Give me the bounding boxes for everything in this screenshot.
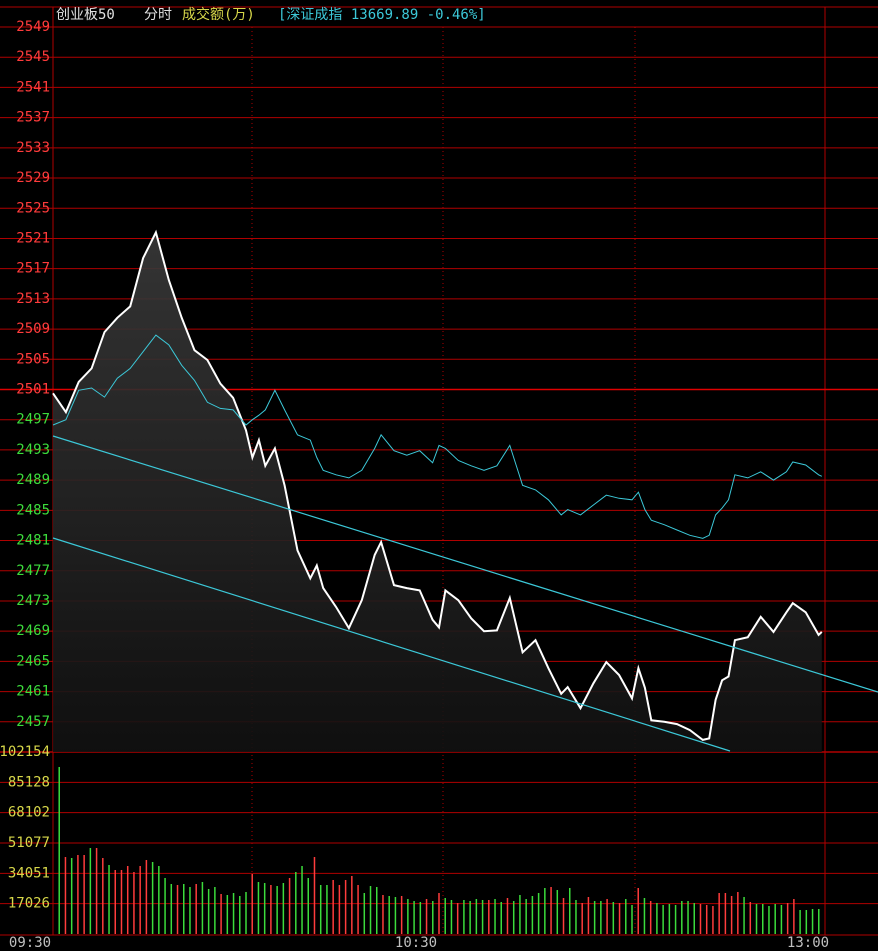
y-tick-label: 2509: [16, 321, 50, 337]
y-tick-label: 51077: [8, 835, 50, 851]
y-tick-label: 2493: [16, 442, 50, 458]
y-tick-label: 2469: [16, 623, 50, 639]
y-tick-label: 2505: [16, 351, 50, 367]
y-tick-label: 68102: [8, 805, 50, 821]
y-tick-label: 2521: [16, 230, 50, 246]
index-info: [深证成指 13669.89 -0.46%]: [278, 7, 486, 23]
y-tick-label: 85128: [8, 774, 50, 790]
y-tick-label: 2545: [16, 49, 50, 65]
y-tick-label: 2473: [16, 593, 50, 609]
indicator: 成交额(万): [182, 6, 255, 23]
y-tick-label: 2517: [16, 261, 50, 277]
y-tick-label: 17026: [8, 896, 50, 912]
y-tick-label: 2465: [16, 653, 50, 669]
x-tick-label: 09:30: [9, 935, 51, 951]
trend-line: [52, 435, 878, 693]
y-tick-label: 2461: [16, 684, 50, 700]
y-tick-label: 2489: [16, 472, 50, 488]
y-tick-label: 2485: [16, 502, 50, 518]
price-line: [52, 229, 823, 741]
y-tick-label: 2537: [16, 110, 50, 126]
y-tick-label: 2525: [16, 200, 50, 216]
y-tick-label: 2541: [16, 79, 50, 95]
y-tick-label: 2513: [16, 291, 50, 307]
y-tick-label: 2497: [16, 412, 50, 428]
price-line: [52, 334, 823, 539]
y-tick-label: 2481: [16, 533, 50, 549]
y-tick-label: 34051: [8, 865, 50, 881]
y-tick-label: 2457: [16, 714, 50, 730]
y-tick-label: 2529: [16, 170, 50, 186]
x-tick-label: 13:00: [787, 935, 829, 951]
y-tick-label: 2477: [16, 563, 50, 579]
instrument-name: 创业板50: [56, 7, 115, 23]
plot: [52, 229, 823, 934]
period: 分时: [144, 7, 172, 23]
price-area: [53, 232, 822, 752]
x-tick-label: 10:30: [395, 935, 437, 951]
y-tick-label: 2501: [16, 382, 50, 398]
y-tick-label: 2533: [16, 140, 50, 156]
y-tick-label: 2549: [16, 19, 50, 35]
y-tick-label: 102154: [0, 744, 50, 760]
trend-line: [52, 537, 731, 752]
